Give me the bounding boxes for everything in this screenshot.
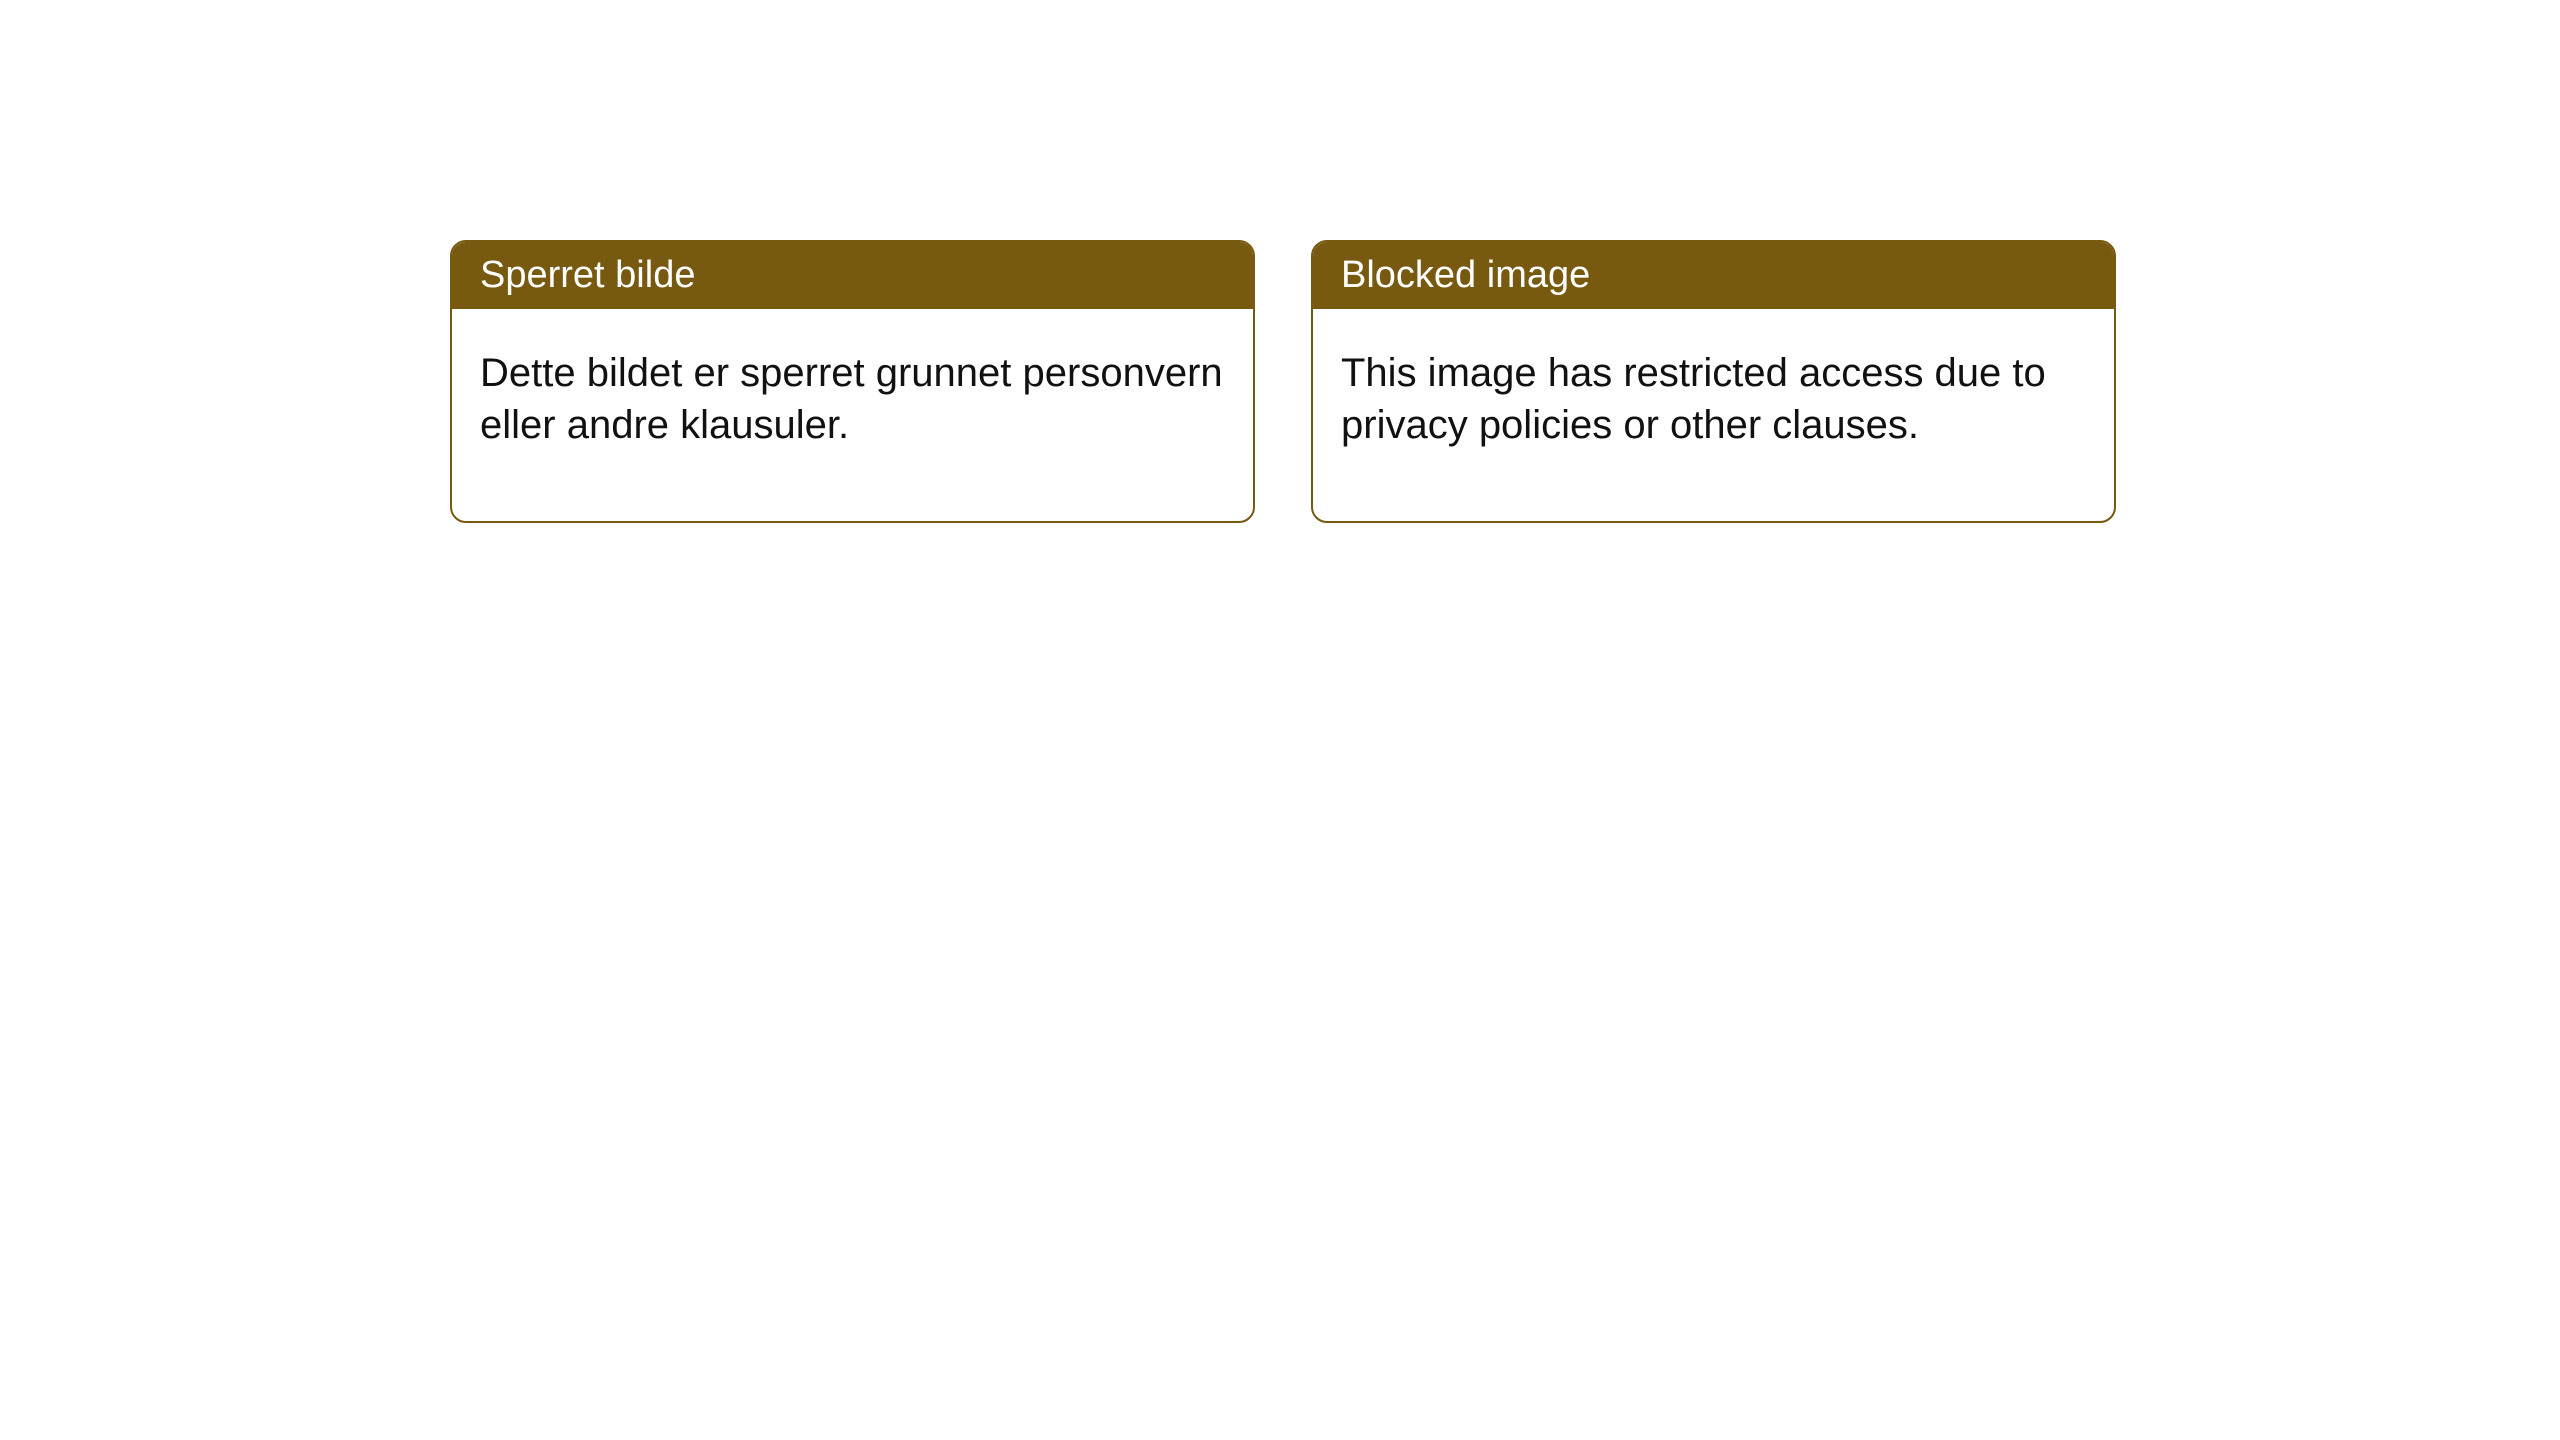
card-body-text: This image has restricted access due to … [1341,351,2046,447]
card-body: This image has restricted access due to … [1313,309,2114,521]
card-title: Blocked image [1341,254,1590,296]
card-body-text: Dette bildet er sperret grunnet personve… [480,351,1223,447]
card-body: Dette bildet er sperret grunnet personve… [452,309,1253,521]
card-title: Sperret bilde [480,254,695,296]
notice-card-norwegian: Sperret bilde Dette bildet er sperret gr… [450,240,1255,523]
card-header: Blocked image [1313,242,2114,309]
notice-cards-container: Sperret bilde Dette bildet er sperret gr… [0,0,2560,523]
notice-card-english: Blocked image This image has restricted … [1311,240,2116,523]
card-header: Sperret bilde [452,242,1253,309]
